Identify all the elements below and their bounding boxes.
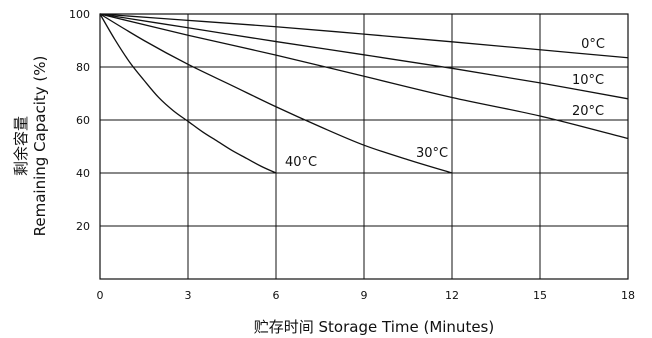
series-line-10c bbox=[99, 13, 629, 100]
series-labels: 0°C 10°C 20°C 30°C 40°C bbox=[285, 37, 605, 170]
series-label-40c: 40°C bbox=[285, 155, 317, 170]
y-tick-label: 60 bbox=[76, 114, 90, 127]
x-ticks: 0 3 6 9 12 15 18 bbox=[97, 289, 636, 302]
series-line-40c bbox=[99, 13, 277, 174]
grid bbox=[100, 14, 628, 279]
y-axis-title-line1: 剩余容量 bbox=[12, 116, 30, 176]
series-line-30c bbox=[99, 13, 453, 174]
series-line-20c bbox=[99, 13, 629, 140]
y-tick-label: 40 bbox=[76, 167, 90, 180]
series-label-20c: 20°C bbox=[572, 104, 604, 119]
x-tick-label: 15 bbox=[533, 289, 547, 302]
y-axis-title-line2: Remaining Capacity (%) bbox=[31, 56, 49, 237]
series-lines bbox=[99, 13, 629, 174]
x-axis-title: 贮存时间 Storage Time (Minutes) bbox=[254, 318, 494, 336]
y-tick-label: 100 bbox=[69, 8, 90, 21]
series-label-0c: 0°C bbox=[581, 37, 605, 52]
series-label-30c: 30°C bbox=[416, 146, 448, 161]
y-tick-label: 80 bbox=[76, 61, 90, 74]
y-tick-label: 20 bbox=[76, 220, 90, 233]
x-tick-label: 18 bbox=[621, 289, 635, 302]
x-tick-label: 9 bbox=[361, 289, 368, 302]
x-tick-label: 3 bbox=[185, 289, 192, 302]
x-tick-label: 6 bbox=[273, 289, 280, 302]
series-label-10c: 10°C bbox=[572, 73, 604, 88]
x-tick-label: 12 bbox=[445, 289, 459, 302]
y-ticks: 20 40 60 80 100 bbox=[69, 8, 90, 233]
series-line-0c bbox=[99, 13, 629, 59]
x-tick-label: 0 bbox=[97, 289, 104, 302]
